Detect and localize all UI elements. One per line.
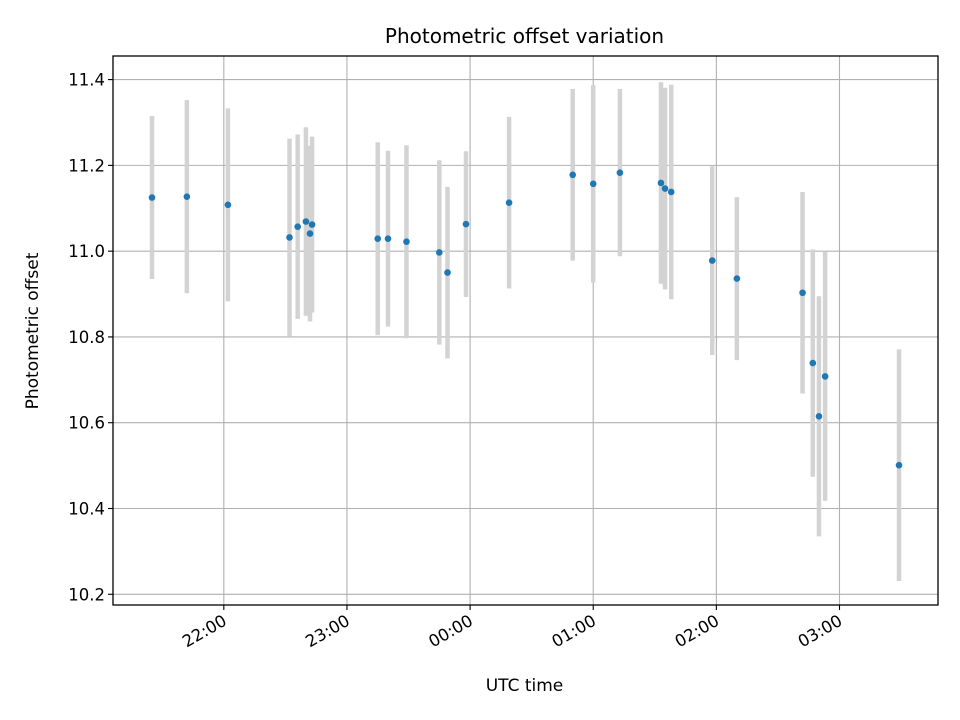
data-point (821, 373, 829, 380)
data-point (661, 185, 669, 192)
data-point (895, 461, 903, 469)
y-tick-label: 10.4 (68, 499, 105, 518)
chart-title: Photometric offset variation (385, 24, 664, 48)
data-point (505, 199, 513, 206)
x-axis-label: UTC time (486, 676, 564, 696)
data-point (308, 221, 316, 228)
x-tick-label: 00:00 (425, 611, 476, 651)
y-tick-label: 11.4 (68, 71, 105, 90)
y-tick-label: 10.8 (68, 328, 105, 347)
data-point (384, 235, 392, 243)
x-axis: 22:00 23:00 00:00 01:00 02:00 03:00 (179, 605, 845, 651)
data-point (444, 269, 451, 276)
data-point (667, 188, 675, 196)
y-tick-label: 11.0 (68, 242, 105, 261)
y-tick-label: 10.6 (68, 414, 105, 433)
x-tick-label: 02:00 (672, 611, 723, 651)
data-points (148, 169, 903, 469)
data-point (374, 235, 382, 243)
data-point (815, 412, 823, 420)
error-bars (149, 82, 902, 581)
data-point (403, 238, 410, 246)
data-point (183, 193, 191, 200)
data-point (569, 171, 577, 179)
data-point (224, 201, 232, 209)
data-point (708, 257, 716, 264)
x-tick-label: 23:00 (302, 611, 353, 651)
data-point (616, 169, 624, 176)
data-point (286, 234, 293, 241)
data-point (589, 180, 597, 188)
data-point (306, 230, 314, 237)
plot-frame (112, 55, 939, 606)
y-axis-label: Photometric offset (23, 252, 43, 409)
y-axis: 10.2 10.4 10.6 10.8 11.0 11.2 11.4 (68, 71, 113, 604)
data-point (657, 179, 665, 187)
x-tick-label: 03:00 (795, 611, 846, 651)
data-point (462, 220, 470, 228)
y-tick-label: 11.2 (68, 156, 105, 175)
x-tick-label: 01:00 (549, 611, 600, 651)
data-point (436, 249, 443, 256)
data-point (294, 223, 302, 231)
data-point (733, 275, 741, 282)
data-point (302, 218, 310, 225)
data-point (148, 194, 156, 201)
data-point (799, 289, 806, 297)
x-tick-label: 22:00 (179, 611, 230, 651)
data-point (809, 359, 817, 367)
y-tick-label: 10.2 (68, 585, 105, 604)
